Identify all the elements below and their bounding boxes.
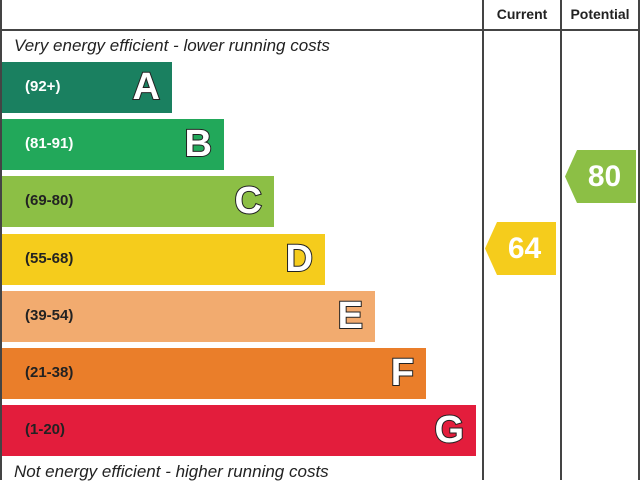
potential-rating-value: 80 <box>587 159 622 193</box>
current-rating-value: 64 <box>507 231 542 265</box>
header-divider <box>0 29 640 31</box>
band-b-bar: (81-91) B <box>2 119 224 171</box>
band-range-label: (39-54) <box>25 306 74 324</box>
band-letter: D <box>285 237 314 281</box>
potential-column-divider <box>560 0 562 480</box>
right-border <box>638 0 640 480</box>
band-d-bar: (55-68) D <box>2 233 325 285</box>
band-e-bar: (39-54) E <box>2 290 375 342</box>
top-note: Very energy efficient - lower running co… <box>14 36 330 55</box>
band-range-label: (21-38) <box>25 364 74 381</box>
band-letter: B <box>184 122 213 166</box>
left-border <box>0 0 2 480</box>
band-c-bar: (69-80) C <box>2 176 274 228</box>
band-letter: E <box>337 294 364 338</box>
band-range-label: (55-68) <box>25 249 74 267</box>
current-column-divider <box>482 0 484 480</box>
band-range-label: (1-20) <box>25 421 66 439</box>
current-rating-arrow: 64 <box>485 222 556 275</box>
potential-rating-arrow: 80 <box>565 150 636 203</box>
band-range-label: (92+) <box>25 78 61 95</box>
band-f-bar: (21-38) F <box>2 348 426 399</box>
bottom-note: Not energy efficient - higher running co… <box>14 462 329 481</box>
band-a-bar: (92+) A <box>2 62 172 113</box>
band-range-label: (69-80) <box>25 192 74 210</box>
band-letter: C <box>234 179 263 223</box>
band-range-label: (81-91) <box>25 135 74 153</box>
current-header: Current <box>496 6 548 22</box>
band-g-bar: (1-20) G <box>2 405 476 457</box>
band-letter: G <box>433 408 465 452</box>
band-letter: A <box>132 65 161 109</box>
band-letter: F <box>390 351 415 395</box>
potential-header: Potential <box>570 6 630 22</box>
